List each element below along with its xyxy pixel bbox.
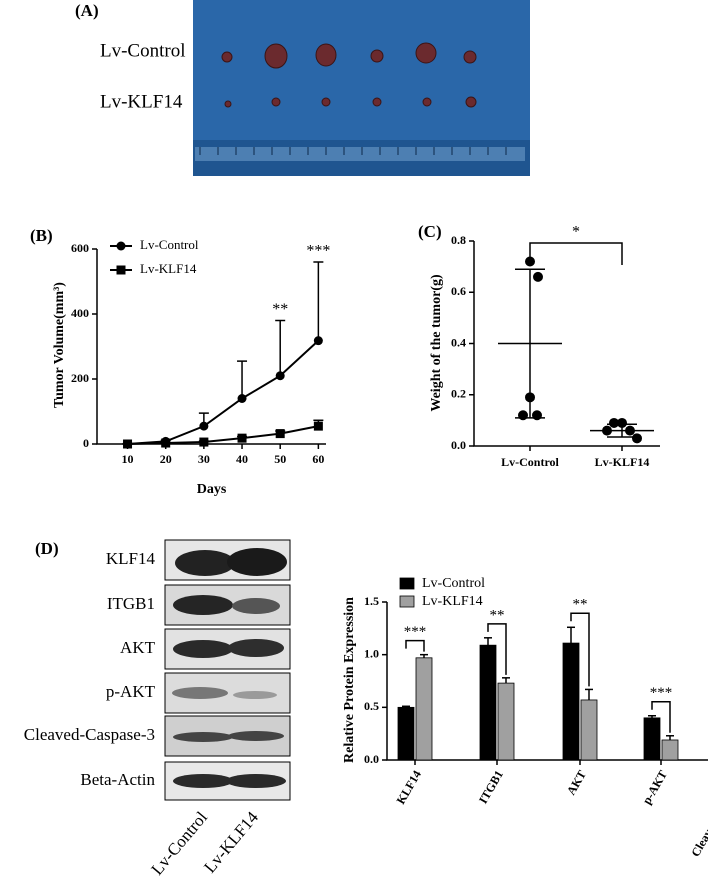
panel-label: (D) xyxy=(35,539,59,558)
blot-row-label: KLF14 xyxy=(106,549,156,568)
point xyxy=(518,410,528,421)
marker xyxy=(199,421,209,431)
y-tick-label: 1.0 xyxy=(364,646,379,660)
y-tick-label: 0.6 xyxy=(451,284,466,298)
y-axis-label: Relative Protein Expression xyxy=(342,597,357,763)
blot-row-label: ITGB1 xyxy=(107,594,155,613)
bar xyxy=(661,739,679,761)
y-tick-label: 0.0 xyxy=(364,752,379,766)
point xyxy=(617,417,627,428)
legend-swatch xyxy=(399,577,415,590)
row-label: Lv-KLF14 xyxy=(100,91,183,112)
y-tick-label: 0.8 xyxy=(451,233,466,247)
y-tick-label: 600 xyxy=(71,241,89,255)
point xyxy=(532,410,542,421)
significance: ** xyxy=(573,597,588,613)
axes xyxy=(96,249,326,445)
blot-row-label: AKT xyxy=(120,638,156,657)
x-tick-label: KLF14 xyxy=(394,768,424,807)
y-tick-label: 0.5 xyxy=(364,699,379,713)
row-label: Lv-Control xyxy=(100,40,186,61)
y-tick-label: 1.5 xyxy=(364,594,379,608)
bar xyxy=(479,644,497,761)
significance-bracket xyxy=(651,701,671,733)
marker xyxy=(313,421,323,431)
significance: ** xyxy=(490,607,505,623)
y-tick-label: 0.0 xyxy=(451,438,466,452)
significance: *** xyxy=(404,624,427,640)
significance-bracket xyxy=(405,639,425,652)
y-tick-label: 200 xyxy=(71,371,89,385)
legend-swatch xyxy=(399,595,415,608)
bar xyxy=(643,717,661,761)
panel-label: (C) xyxy=(418,222,442,241)
series-line xyxy=(127,339,320,445)
point xyxy=(609,417,619,428)
x-tick-label: Cleaved-Caspase-3 xyxy=(688,768,708,859)
blot-image xyxy=(164,539,291,801)
x-tick-label: 50 xyxy=(274,452,286,466)
blot-row-label: Beta-Actin xyxy=(80,770,155,789)
marker xyxy=(275,429,285,439)
legend-label: Lv-Control xyxy=(422,576,485,591)
significance-bracket xyxy=(487,623,507,675)
point xyxy=(632,433,642,444)
significance-bracket xyxy=(570,612,590,687)
bar xyxy=(562,642,580,761)
marker xyxy=(237,394,247,403)
x-tick-label: 20 xyxy=(160,452,172,466)
y-axis-label: Tumor Volume(mm³) xyxy=(52,282,67,408)
x-tick-label: Lv-Control xyxy=(501,455,559,469)
panel-label: (B) xyxy=(30,226,53,245)
marker xyxy=(161,438,171,448)
bar xyxy=(580,699,598,761)
significance: *** xyxy=(306,243,330,260)
x-tick-label: 10 xyxy=(122,452,134,466)
significance: ** xyxy=(272,301,288,318)
x-tick-label: 30 xyxy=(198,452,210,466)
y-tick-label: 0 xyxy=(83,436,89,450)
point xyxy=(533,271,543,282)
blot-row-label: p-AKT xyxy=(106,682,156,701)
panel-label: (A) xyxy=(75,1,99,20)
legend-label: Lv-KLF14 xyxy=(140,261,197,276)
x-tick-label: 40 xyxy=(236,452,248,466)
marker xyxy=(199,437,209,447)
y-tick-label: 0.2 xyxy=(451,387,466,401)
blot-lane-label: Lv-KLF14 xyxy=(200,807,262,876)
x-axis-label: Days xyxy=(197,482,227,497)
bar xyxy=(497,682,515,761)
y-tick-label: 0.4 xyxy=(451,335,466,349)
marker xyxy=(275,371,285,381)
legend-marker xyxy=(116,265,126,275)
legend-label: Lv-KLF14 xyxy=(422,594,483,609)
blot-row-label: Cleaved-Caspase-3 xyxy=(24,725,155,744)
x-tick-label: ITGB1 xyxy=(476,768,506,806)
x-tick-label: 60 xyxy=(312,452,324,466)
bar xyxy=(397,706,415,761)
y-axis-label: Weight of the tumor(g) xyxy=(429,274,444,412)
significance-bracket xyxy=(529,242,623,265)
legend-label: Lv-Control xyxy=(140,237,199,252)
series-line xyxy=(127,425,319,445)
legend-marker xyxy=(116,241,126,251)
significance: * xyxy=(572,224,580,241)
marker xyxy=(237,433,247,443)
tumor-photo xyxy=(193,0,530,176)
x-tick-label: p-AKT xyxy=(640,768,670,807)
x-tick-label: Lv-KLF14 xyxy=(595,455,650,469)
blot-lane-label: Lv-Control xyxy=(147,808,211,879)
bar xyxy=(415,657,433,761)
x-tick-label: AKT xyxy=(564,768,589,798)
y-tick-label: 400 xyxy=(71,306,89,320)
marker xyxy=(123,439,133,449)
marker xyxy=(313,336,323,346)
significance: *** xyxy=(650,685,673,701)
